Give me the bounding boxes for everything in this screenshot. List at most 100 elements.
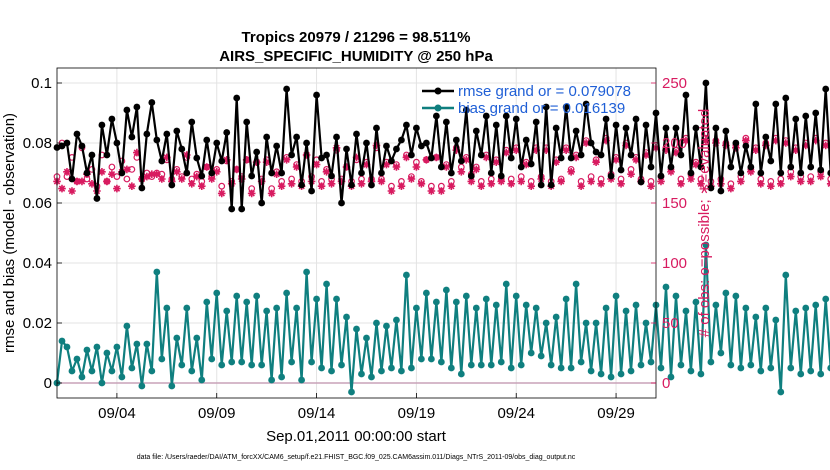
evaluated-marker xyxy=(457,168,466,176)
rmse-point xyxy=(408,151,415,159)
evaluated-marker xyxy=(158,175,166,183)
evaluated-marker xyxy=(287,180,296,188)
evaluated-marker xyxy=(632,156,640,164)
y-left-tick-label: 0.1 xyxy=(31,75,52,92)
bias-point xyxy=(93,343,101,351)
bias-point xyxy=(467,361,475,369)
possible-marker xyxy=(108,163,116,171)
evaluated-marker xyxy=(182,151,191,159)
x-tick-label: 09/14 xyxy=(298,405,336,422)
y-right-tick-label: 100 xyxy=(662,255,687,272)
bias-point xyxy=(353,325,360,333)
bias-point xyxy=(318,364,325,372)
bias-point xyxy=(203,298,211,306)
bias-point xyxy=(442,286,450,294)
rmse-point xyxy=(507,154,515,162)
bias-point xyxy=(432,298,440,306)
rmse-point xyxy=(712,124,720,132)
rmse-point xyxy=(452,136,460,144)
evaluated-marker xyxy=(512,146,521,154)
evaluated-marker xyxy=(108,170,116,178)
rmse-point xyxy=(737,169,745,177)
evaluated-marker xyxy=(477,182,486,190)
evaluated-marker xyxy=(417,180,426,188)
evaluated-marker xyxy=(806,177,815,186)
evaluated-marker xyxy=(352,153,361,162)
evaluated-marker xyxy=(767,182,775,190)
bias-point xyxy=(817,370,825,378)
possible-marker xyxy=(827,175,830,183)
evaluated-marker xyxy=(422,156,431,164)
evaluated-marker xyxy=(247,189,256,198)
rmse-bias-series xyxy=(53,79,830,396)
rmse-point xyxy=(662,124,670,132)
rmse-point xyxy=(288,151,296,159)
evaluated-marker xyxy=(662,146,670,154)
rmse-point xyxy=(782,94,790,102)
evaluated-marker xyxy=(527,182,536,190)
evaluated-marker xyxy=(622,141,630,150)
rmse-point xyxy=(772,100,780,108)
x-tick-label: 09/04 xyxy=(98,405,136,422)
evaluated-marker xyxy=(302,151,311,159)
evaluated-marker xyxy=(412,163,421,171)
rmse-point xyxy=(617,166,625,174)
rmse-point xyxy=(348,181,355,189)
rmse-point xyxy=(148,99,156,106)
rmse-point xyxy=(78,142,86,150)
rmse-point xyxy=(83,169,91,177)
evaluated-marker xyxy=(737,177,745,186)
rmse-point xyxy=(502,112,510,120)
evaluated-marker xyxy=(587,177,595,186)
bias-point xyxy=(477,361,485,369)
rmse-point xyxy=(437,163,445,171)
bias-point xyxy=(143,340,151,348)
evaluated-marker xyxy=(187,180,196,188)
legend-rmse-marker xyxy=(434,87,442,95)
bias-point xyxy=(368,373,375,381)
rmse-point xyxy=(427,154,435,162)
bias-point xyxy=(527,349,535,357)
rmse-point xyxy=(373,124,380,132)
evaluated-marker xyxy=(627,170,635,178)
evaluated-marker xyxy=(801,141,810,150)
evaluated-marker xyxy=(757,180,765,188)
rmse-point xyxy=(103,151,111,159)
evaluated-marker xyxy=(742,136,750,145)
bias-point xyxy=(677,361,685,369)
bias-point xyxy=(767,364,775,372)
rmse-point xyxy=(98,121,106,129)
bias-point xyxy=(577,358,585,366)
y-left-tick-label: 0.02 xyxy=(23,315,52,332)
bias-point xyxy=(542,319,550,327)
evaluated-marker xyxy=(212,168,221,176)
bias-point xyxy=(712,301,720,309)
evaluated-marker xyxy=(58,184,66,193)
bias-point xyxy=(472,304,480,312)
bias-point xyxy=(308,358,315,366)
rmse-point xyxy=(108,115,116,123)
rmse-point xyxy=(153,136,161,144)
x-axis-label: Sep.01,2011 00:00:00 start xyxy=(266,428,447,445)
bias-point xyxy=(562,295,570,303)
rmse-point xyxy=(697,163,705,171)
evaluated-marker xyxy=(357,180,366,188)
bias-point xyxy=(512,292,520,300)
bias-point xyxy=(722,289,730,297)
bias-point xyxy=(517,361,525,369)
rmse-point xyxy=(273,142,281,150)
bias-point xyxy=(502,280,510,288)
evaluated-marker xyxy=(337,177,346,186)
footnote: data file: /Users/raeder/DAI/ATM_forcXX/… xyxy=(137,454,576,461)
evaluated-marker xyxy=(312,160,321,169)
rmse-point xyxy=(632,115,640,123)
bias-point xyxy=(343,313,350,321)
x-tick-label: 09/09 xyxy=(198,405,236,422)
rmse-point xyxy=(417,142,425,150)
rmse-point xyxy=(702,79,710,87)
bias-point xyxy=(233,292,241,300)
bias-point xyxy=(328,367,335,375)
rmse-point xyxy=(687,169,695,177)
possible-marker xyxy=(218,182,226,190)
